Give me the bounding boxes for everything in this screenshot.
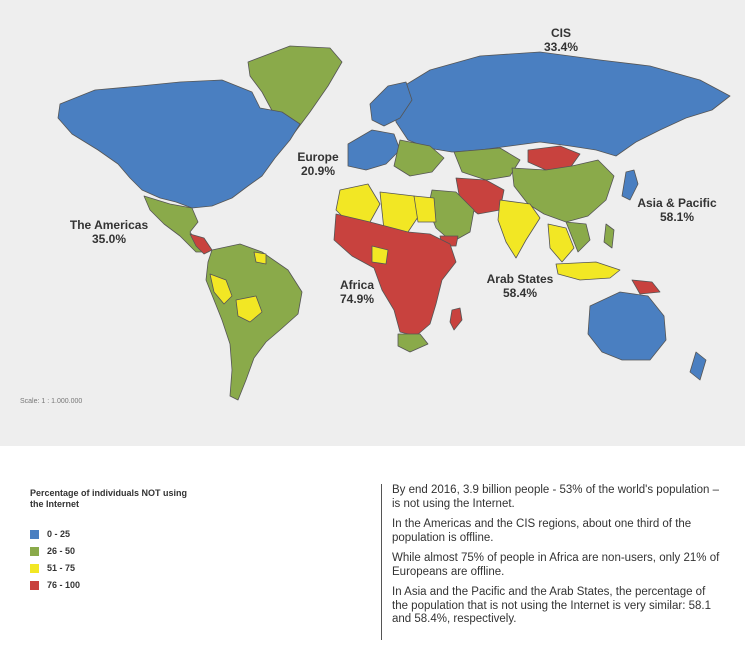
se-asia-shape bbox=[547, 223, 575, 263]
divider bbox=[381, 484, 382, 640]
legend: 0 - 25 26 - 50 51 - 75 76 - 100 bbox=[30, 526, 80, 594]
europe-west-shape bbox=[347, 129, 401, 171]
label-europe: Europe 20.9% bbox=[292, 150, 344, 178]
legend-swatch bbox=[30, 529, 39, 539]
greenland-shape bbox=[247, 45, 343, 137]
label-africa: Africa 74.9% bbox=[334, 278, 380, 306]
legend-swatch bbox=[30, 580, 39, 590]
japan-shape bbox=[621, 169, 639, 201]
label-africa-value: 74.9% bbox=[339, 292, 375, 306]
label-arab-states-value: 58.4% bbox=[502, 286, 538, 300]
africa-red-shape bbox=[333, 213, 457, 337]
label-europe-value: 20.9% bbox=[300, 164, 336, 178]
label-americas: The Americas 35.0% bbox=[64, 218, 154, 246]
philippines-shape bbox=[603, 223, 615, 249]
paragraph-1: By end 2016, 3.9 billion people - 53% of… bbox=[392, 484, 719, 510]
indochina-shape bbox=[565, 221, 591, 253]
legend-title: Percentage of individuals NOT using the … bbox=[30, 488, 188, 509]
central-asia-shape bbox=[453, 147, 521, 181]
south-africa-shape bbox=[397, 333, 429, 353]
paragraph-2: In the Americas and the CIS regions, abo… bbox=[392, 518, 692, 544]
label-americas-name: The Americas bbox=[69, 218, 149, 232]
label-americas-value: 35.0% bbox=[91, 232, 127, 246]
description-text: By end 2016, 3.9 billion people - 53% of… bbox=[392, 484, 722, 634]
map-panel: CIS 33.4% Europe 20.9% Asia & Pacific 58… bbox=[0, 0, 745, 446]
paragraph-4: In Asia and the Pacific and the Arab Sta… bbox=[392, 586, 711, 625]
png-shape bbox=[631, 279, 661, 295]
world-map bbox=[57, 45, 731, 401]
label-asia-pacific: Asia & Pacific 58.1% bbox=[632, 196, 722, 224]
label-asia-pacific-name: Asia & Pacific bbox=[637, 196, 717, 210]
egypt-shape bbox=[413, 195, 437, 223]
legend-item: 0 - 25 bbox=[30, 526, 80, 542]
legend-label: 76 - 100 bbox=[47, 580, 81, 590]
russia-shape bbox=[393, 51, 731, 157]
scandinavia-shape bbox=[369, 81, 413, 127]
legend-label: 0 - 25 bbox=[47, 529, 71, 539]
africa-yellow-shape bbox=[371, 245, 389, 265]
guyana-shape bbox=[253, 251, 267, 265]
legend-label: 26 - 50 bbox=[47, 546, 76, 556]
legend-swatch bbox=[30, 546, 39, 556]
legend-swatch bbox=[30, 563, 39, 573]
label-cis: CIS 33.4% bbox=[538, 26, 584, 54]
map-scale: Scale: 1 : 1.000.000 bbox=[20, 398, 83, 405]
south-america-shape bbox=[205, 243, 303, 401]
label-africa-name: Africa bbox=[339, 278, 374, 292]
india-shape bbox=[497, 199, 541, 259]
bolivia-shape bbox=[235, 295, 263, 323]
europe-east-shape bbox=[393, 139, 445, 177]
indonesia-shape bbox=[555, 261, 621, 281]
label-cis-name: CIS bbox=[550, 26, 571, 40]
paragraph-3: While almost 75% of people in Africa are… bbox=[392, 552, 720, 578]
legend-item: 76 - 100 bbox=[30, 577, 80, 593]
label-europe-name: Europe bbox=[297, 150, 339, 164]
north-africa-central bbox=[379, 191, 421, 233]
label-asia-pacific-value: 58.1% bbox=[659, 210, 695, 224]
madagascar-shape bbox=[449, 307, 463, 331]
label-cis-value: 33.4% bbox=[543, 40, 579, 54]
legend-item: 26 - 50 bbox=[30, 543, 80, 559]
china-shape bbox=[511, 159, 615, 223]
label-arab-states: Arab States 58.4% bbox=[480, 272, 560, 300]
central-america-red bbox=[189, 233, 213, 255]
new-zealand-shape bbox=[689, 351, 707, 381]
legend-item: 51 - 75 bbox=[30, 560, 80, 576]
australia-shape bbox=[587, 291, 667, 361]
peru-shape bbox=[209, 273, 233, 305]
label-arab-states-name: Arab States bbox=[486, 272, 554, 286]
legend-label: 51 - 75 bbox=[47, 563, 76, 573]
north-america-shape bbox=[57, 79, 301, 209]
